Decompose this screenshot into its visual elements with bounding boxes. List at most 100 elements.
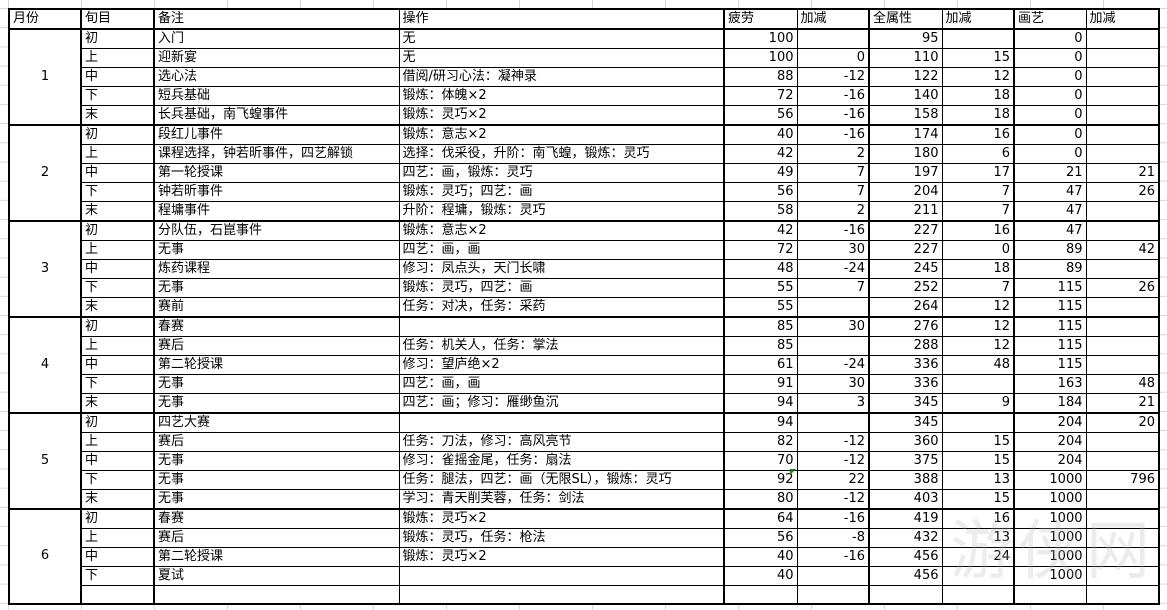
cell-attr-delta[interactable]: 12 [941, 336, 1015, 356]
cell-attr-delta[interactable]: 6 [941, 144, 1015, 164]
cell-art-delta[interactable] [1085, 528, 1160, 548]
cell-attr-delta[interactable]: 18 [941, 86, 1015, 106]
cell-attr[interactable]: 245 [868, 259, 943, 279]
cell-note[interactable]: 课程选择，钟若昕事件，四艺解锁 [153, 144, 400, 164]
cell-action[interactable] [398, 584, 725, 605]
cell-fatigue[interactable]: 72 [723, 240, 798, 260]
cell-action[interactable]: 任务：腿法，四艺：画（无限SL），锻炼：灵巧 [398, 470, 725, 490]
cell-art[interactable]: 0 [1013, 105, 1087, 126]
cell-fatigue[interactable]: 80 [723, 489, 798, 510]
cell-attr[interactable]: 403 [868, 489, 943, 510]
cell-art[interactable]: 1000 [1013, 547, 1087, 567]
cell-note[interactable]: 第一轮授课 [153, 163, 400, 183]
cell-action[interactable]: 选择：伐采役，升阶：南飞蝗，锻炼：灵巧 [398, 144, 725, 164]
cell-attr[interactable]: 456 [868, 566, 943, 586]
cell-fatigue-delta[interactable]: 0 [796, 48, 870, 68]
cell-fatigue[interactable]: 61 [723, 355, 798, 375]
cell-attr[interactable]: 211 [868, 201, 943, 222]
cell-attr-delta[interactable]: 7 [941, 278, 1015, 298]
cell-fatigue-delta[interactable]: 30 [796, 316, 870, 337]
cell-art[interactable]: 115 [1013, 336, 1087, 356]
cell-fatigue-delta[interactable]: 7 [796, 163, 870, 183]
cell-art-delta[interactable] [1085, 124, 1160, 145]
cell-art[interactable]: 115 [1013, 316, 1087, 337]
cell-note[interactable]: 迎新宴 [153, 48, 400, 68]
cell-note[interactable]: 无事 [153, 374, 400, 394]
cell-art-delta[interactable] [1085, 508, 1160, 529]
cell-xun[interactable]: 末 [80, 297, 155, 318]
cell-action[interactable]: 锻炼：灵巧×2 [398, 547, 725, 567]
cell-attr-delta[interactable]: 48 [941, 355, 1015, 375]
cell-note[interactable]: 段红儿事件 [153, 124, 400, 145]
cell-fatigue-delta[interactable]: 7 [796, 278, 870, 298]
cell-fatigue-delta[interactable] [796, 336, 870, 356]
header-art[interactable]: 画艺 [1013, 8, 1087, 30]
cell-action[interactable]: 修习：望庐绝×2 [398, 355, 725, 375]
cell-fatigue-delta[interactable] [796, 297, 870, 318]
cell-attr[interactable]: 95 [868, 28, 943, 49]
cell-fatigue-delta[interactable]: 30 [796, 374, 870, 394]
cell-action[interactable]: 锻炼：灵巧×2 [398, 508, 725, 529]
cell-attr-delta[interactable] [941, 374, 1015, 394]
cell-note[interactable]: 无事 [153, 489, 400, 510]
header-xun[interactable]: 旬目 [80, 8, 155, 30]
cell-xun[interactable]: 下 [80, 278, 155, 298]
cell-xun[interactable]: 下 [80, 374, 155, 394]
cell-fatigue-delta[interactable] [796, 28, 870, 49]
cell-art-delta[interactable] [1085, 566, 1160, 586]
cell-fatigue[interactable]: 91 [723, 374, 798, 394]
cell-attr[interactable]: 345 [868, 412, 943, 433]
cell-action[interactable]: 锻炼：体魄×2 [398, 86, 725, 106]
cell-attr[interactable]: 227 [868, 240, 943, 260]
cell-fatigue-delta[interactable]: -16 [796, 220, 870, 241]
cell-xun[interactable] [80, 584, 155, 605]
header-attr-delta[interactable]: 加减 [941, 8, 1015, 30]
cell-note[interactable]: 无事 [153, 240, 400, 260]
cell-fatigue[interactable] [723, 584, 798, 605]
cell-attr-delta[interactable] [941, 28, 1015, 49]
cell-art-delta[interactable]: 26 [1085, 278, 1160, 298]
cell-xun[interactable]: 下 [80, 182, 155, 202]
cell-note[interactable]: 无事 [153, 393, 400, 414]
cell-art-delta[interactable] [1085, 355, 1160, 375]
header-month[interactable]: 月份 [8, 8, 82, 30]
cell-attr[interactable]: 197 [868, 163, 943, 183]
cell-attr[interactable]: 158 [868, 105, 943, 126]
cell-action[interactable]: 锻炼：意志×2 [398, 124, 725, 145]
cell-attr-delta[interactable]: 13 [941, 528, 1015, 548]
cell-fatigue[interactable]: 94 [723, 412, 798, 433]
cell-fatigue-delta[interactable]: 3 [796, 393, 870, 414]
cell-action[interactable]: 任务：刀法，修习：高风亮节 [398, 432, 725, 452]
cell-month[interactable]: 5 [8, 412, 82, 510]
cell-attr[interactable]: 227 [868, 220, 943, 241]
cell-action[interactable]: 四艺：画；修习：雁缈鱼沉 [398, 393, 725, 414]
cell-action[interactable]: 锻炼：灵巧；四艺：画 [398, 182, 725, 202]
cell-art[interactable]: 0 [1013, 67, 1087, 87]
cell-fatigue-delta[interactable]: -12 [796, 489, 870, 510]
cell-attr[interactable]: 276 [868, 316, 943, 337]
cell-xun[interactable]: 中 [80, 451, 155, 471]
cell-action[interactable]: 升阶：程墉，锻炼：灵巧 [398, 201, 725, 222]
cell-attr[interactable]: 140 [868, 86, 943, 106]
cell-month[interactable]: 1 [8, 28, 82, 126]
cell-action[interactable]: 任务：机关人，任务：掌法 [398, 336, 725, 356]
cell-fatigue-delta[interactable]: 2 [796, 144, 870, 164]
cell-attr[interactable] [868, 584, 943, 605]
cell-fatigue[interactable]: 94 [723, 393, 798, 414]
cell-note[interactable]: 赛后 [153, 336, 400, 356]
cell-xun[interactable]: 末 [80, 489, 155, 510]
cell-attr[interactable]: 252 [868, 278, 943, 298]
cell-xun[interactable]: 上 [80, 240, 155, 260]
cell-attr[interactable]: 204 [868, 182, 943, 202]
cell-art-delta[interactable] [1085, 144, 1160, 164]
cell-xun[interactable]: 初 [80, 412, 155, 433]
cell-attr-delta[interactable]: 0 [941, 240, 1015, 260]
cell-action[interactable]: 无 [398, 48, 725, 68]
header-fatigue-delta[interactable]: 加减 [796, 8, 870, 30]
cell-fatigue[interactable]: 56 [723, 182, 798, 202]
cell-art-delta[interactable] [1085, 584, 1160, 605]
cell-fatigue-delta[interactable]: -16 [796, 547, 870, 567]
cell-art[interactable]: 115 [1013, 355, 1087, 375]
cell-fatigue[interactable]: 42 [723, 220, 798, 241]
cell-xun[interactable]: 上 [80, 528, 155, 548]
